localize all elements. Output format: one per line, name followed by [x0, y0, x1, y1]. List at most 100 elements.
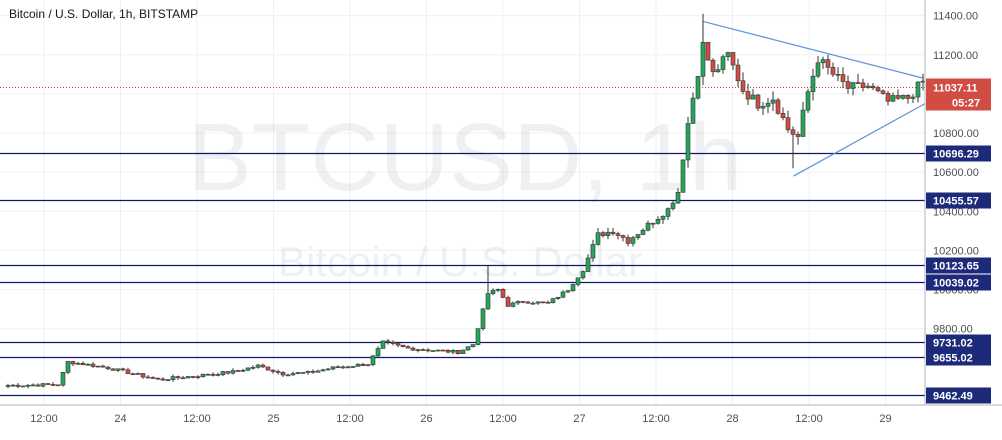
- candle-body[interactable]: [80, 362, 86, 366]
- candle-body[interactable]: [270, 369, 276, 372]
- candle-body[interactable]: [280, 371, 286, 376]
- time-tick-label[interactable]: 26: [420, 413, 432, 425]
- candle-body[interactable]: [475, 328, 481, 345]
- candle-body[interactable]: [740, 80, 746, 92]
- candle-body[interactable]: [445, 349, 451, 353]
- candle-body[interactable]: [110, 368, 116, 371]
- candle-body[interactable]: [85, 363, 91, 366]
- candle-body[interactable]: [645, 222, 651, 231]
- time-tick-label[interactable]: 28: [726, 413, 738, 425]
- candle-body[interactable]: [330, 366, 336, 370]
- candle-body[interactable]: [525, 301, 531, 304]
- candle-body[interactable]: [885, 93, 891, 102]
- candle-body[interactable]: [560, 291, 566, 298]
- candle-body[interactable]: [185, 376, 191, 379]
- candle-body[interactable]: [545, 301, 551, 304]
- candle-body[interactable]: [880, 90, 886, 94]
- candle-body[interactable]: [70, 361, 76, 365]
- time-tick-label[interactable]: 12:00: [795, 413, 823, 425]
- candle-body[interactable]: [505, 297, 511, 307]
- candle-body[interactable]: [685, 123, 691, 161]
- candle-body[interactable]: [765, 102, 771, 107]
- candle-body[interactable]: [895, 95, 901, 99]
- candle-body[interactable]: [730, 52, 736, 66]
- candle-body[interactable]: [245, 367, 251, 371]
- candle-body[interactable]: [760, 106, 766, 109]
- candle-body[interactable]: [120, 368, 126, 371]
- candle-body[interactable]: [705, 41, 711, 61]
- candle-body[interactable]: [20, 385, 26, 388]
- candle-body[interactable]: [780, 113, 786, 118]
- candle-body[interactable]: [260, 364, 266, 368]
- candle-body[interactable]: [555, 296, 561, 299]
- candle-body[interactable]: [915, 81, 921, 98]
- candle-body[interactable]: [95, 365, 101, 368]
- candle-body[interactable]: [15, 384, 21, 387]
- candle-body[interactable]: [275, 371, 281, 373]
- candle-body[interactable]: [855, 82, 861, 84]
- candle-body[interactable]: [210, 374, 216, 376]
- candle-body[interactable]: [435, 349, 441, 352]
- candle-body[interactable]: [290, 373, 296, 376]
- candle-body[interactable]: [660, 216, 666, 220]
- candle-body[interactable]: [590, 244, 596, 259]
- candle-body[interactable]: [485, 293, 491, 310]
- candle-body[interactable]: [625, 237, 631, 244]
- candle-body[interactable]: [635, 234, 641, 238]
- candle-body[interactable]: [870, 85, 876, 89]
- candle-body[interactable]: [160, 378, 166, 381]
- candle-body[interactable]: [195, 376, 201, 378]
- candle-body[interactable]: [800, 109, 806, 137]
- candle-body[interactable]: [455, 350, 461, 355]
- candlesticks[interactable]: [5, 13, 936, 389]
- candle-body[interactable]: [575, 277, 581, 285]
- candle-body[interactable]: [320, 369, 326, 372]
- candle-body[interactable]: [585, 257, 591, 272]
- candle-body[interactable]: [115, 368, 121, 371]
- candle-body[interactable]: [550, 298, 556, 304]
- candle-body[interactable]: [535, 301, 541, 304]
- trendline-upper[interactable]: [703, 20, 924, 79]
- candle-body[interactable]: [835, 74, 841, 76]
- candle-body[interactable]: [865, 85, 871, 88]
- candle-body[interactable]: [175, 376, 181, 379]
- candle-body[interactable]: [390, 341, 396, 344]
- candle-body[interactable]: [790, 129, 796, 135]
- candle-body[interactable]: [805, 91, 811, 111]
- candle-body[interactable]: [715, 69, 721, 73]
- candle-body[interactable]: [830, 67, 836, 75]
- candle-body[interactable]: [900, 94, 906, 99]
- candle-body[interactable]: [500, 288, 506, 298]
- candle-body[interactable]: [310, 370, 316, 373]
- candle-body[interactable]: [650, 222, 656, 225]
- time-tick-label[interactable]: 12:00: [183, 413, 211, 425]
- time-tick-label[interactable]: 12:00: [489, 413, 517, 425]
- candle-body[interactable]: [735, 64, 741, 82]
- candle-body[interactable]: [10, 384, 16, 387]
- candle-body[interactable]: [720, 56, 726, 70]
- candle-body[interactable]: [300, 372, 306, 374]
- candle-body[interactable]: [40, 383, 46, 387]
- candle-body[interactable]: [230, 370, 236, 374]
- candle-body[interactable]: [50, 384, 56, 386]
- candle-body[interactable]: [380, 340, 386, 349]
- candle-body[interactable]: [255, 364, 261, 368]
- candle-body[interactable]: [600, 232, 606, 236]
- candle-body[interactable]: [745, 91, 751, 100]
- candle-body[interactable]: [910, 96, 916, 99]
- candle-body[interactable]: [355, 363, 361, 367]
- candle-body[interactable]: [515, 301, 521, 304]
- candle-body[interactable]: [785, 117, 791, 131]
- candle-body[interactable]: [360, 363, 366, 366]
- candle-body[interactable]: [570, 284, 576, 291]
- candle-body[interactable]: [125, 369, 131, 375]
- trendline-lower[interactable]: [793, 101, 929, 177]
- time-tick-label[interactable]: 12:00: [336, 413, 364, 425]
- candle-body[interactable]: [480, 308, 486, 329]
- candle-body[interactable]: [45, 383, 51, 385]
- candle-body[interactable]: [190, 376, 196, 378]
- candle-body[interactable]: [815, 62, 821, 77]
- candle-body[interactable]: [920, 80, 926, 83]
- candle-body[interactable]: [400, 344, 406, 347]
- candle-body[interactable]: [335, 366, 341, 369]
